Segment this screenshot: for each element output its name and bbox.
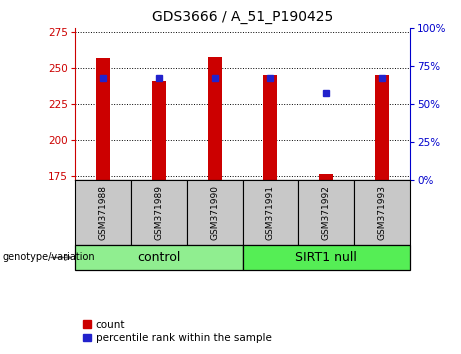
Bar	[354, 180, 410, 245]
Text: GSM371991: GSM371991	[266, 185, 275, 240]
Text: GSM371992: GSM371992	[322, 185, 331, 240]
Text: GSM371989: GSM371989	[154, 185, 163, 240]
Title: GDS3666 / A_51_P190425: GDS3666 / A_51_P190425	[152, 10, 333, 24]
Bar	[207, 57, 222, 180]
Bar	[187, 180, 242, 245]
Bar	[319, 174, 333, 180]
Text: GSM371990: GSM371990	[210, 185, 219, 240]
Bar	[298, 180, 354, 245]
Bar	[75, 245, 242, 270]
Bar	[242, 245, 410, 270]
Text: GSM371993: GSM371993	[378, 185, 387, 240]
Bar	[131, 180, 187, 245]
Bar	[96, 58, 110, 180]
Text: GSM371988: GSM371988	[98, 185, 107, 240]
Text: genotype/variation: genotype/variation	[2, 252, 95, 263]
Bar	[375, 75, 389, 180]
Bar	[242, 180, 298, 245]
Legend: count, percentile rank within the sample: count, percentile rank within the sample	[79, 315, 276, 347]
Text: control: control	[137, 251, 180, 264]
Text: SIRT1 null: SIRT1 null	[296, 251, 357, 264]
Bar	[152, 81, 165, 180]
Bar	[263, 75, 278, 180]
Bar	[75, 180, 131, 245]
